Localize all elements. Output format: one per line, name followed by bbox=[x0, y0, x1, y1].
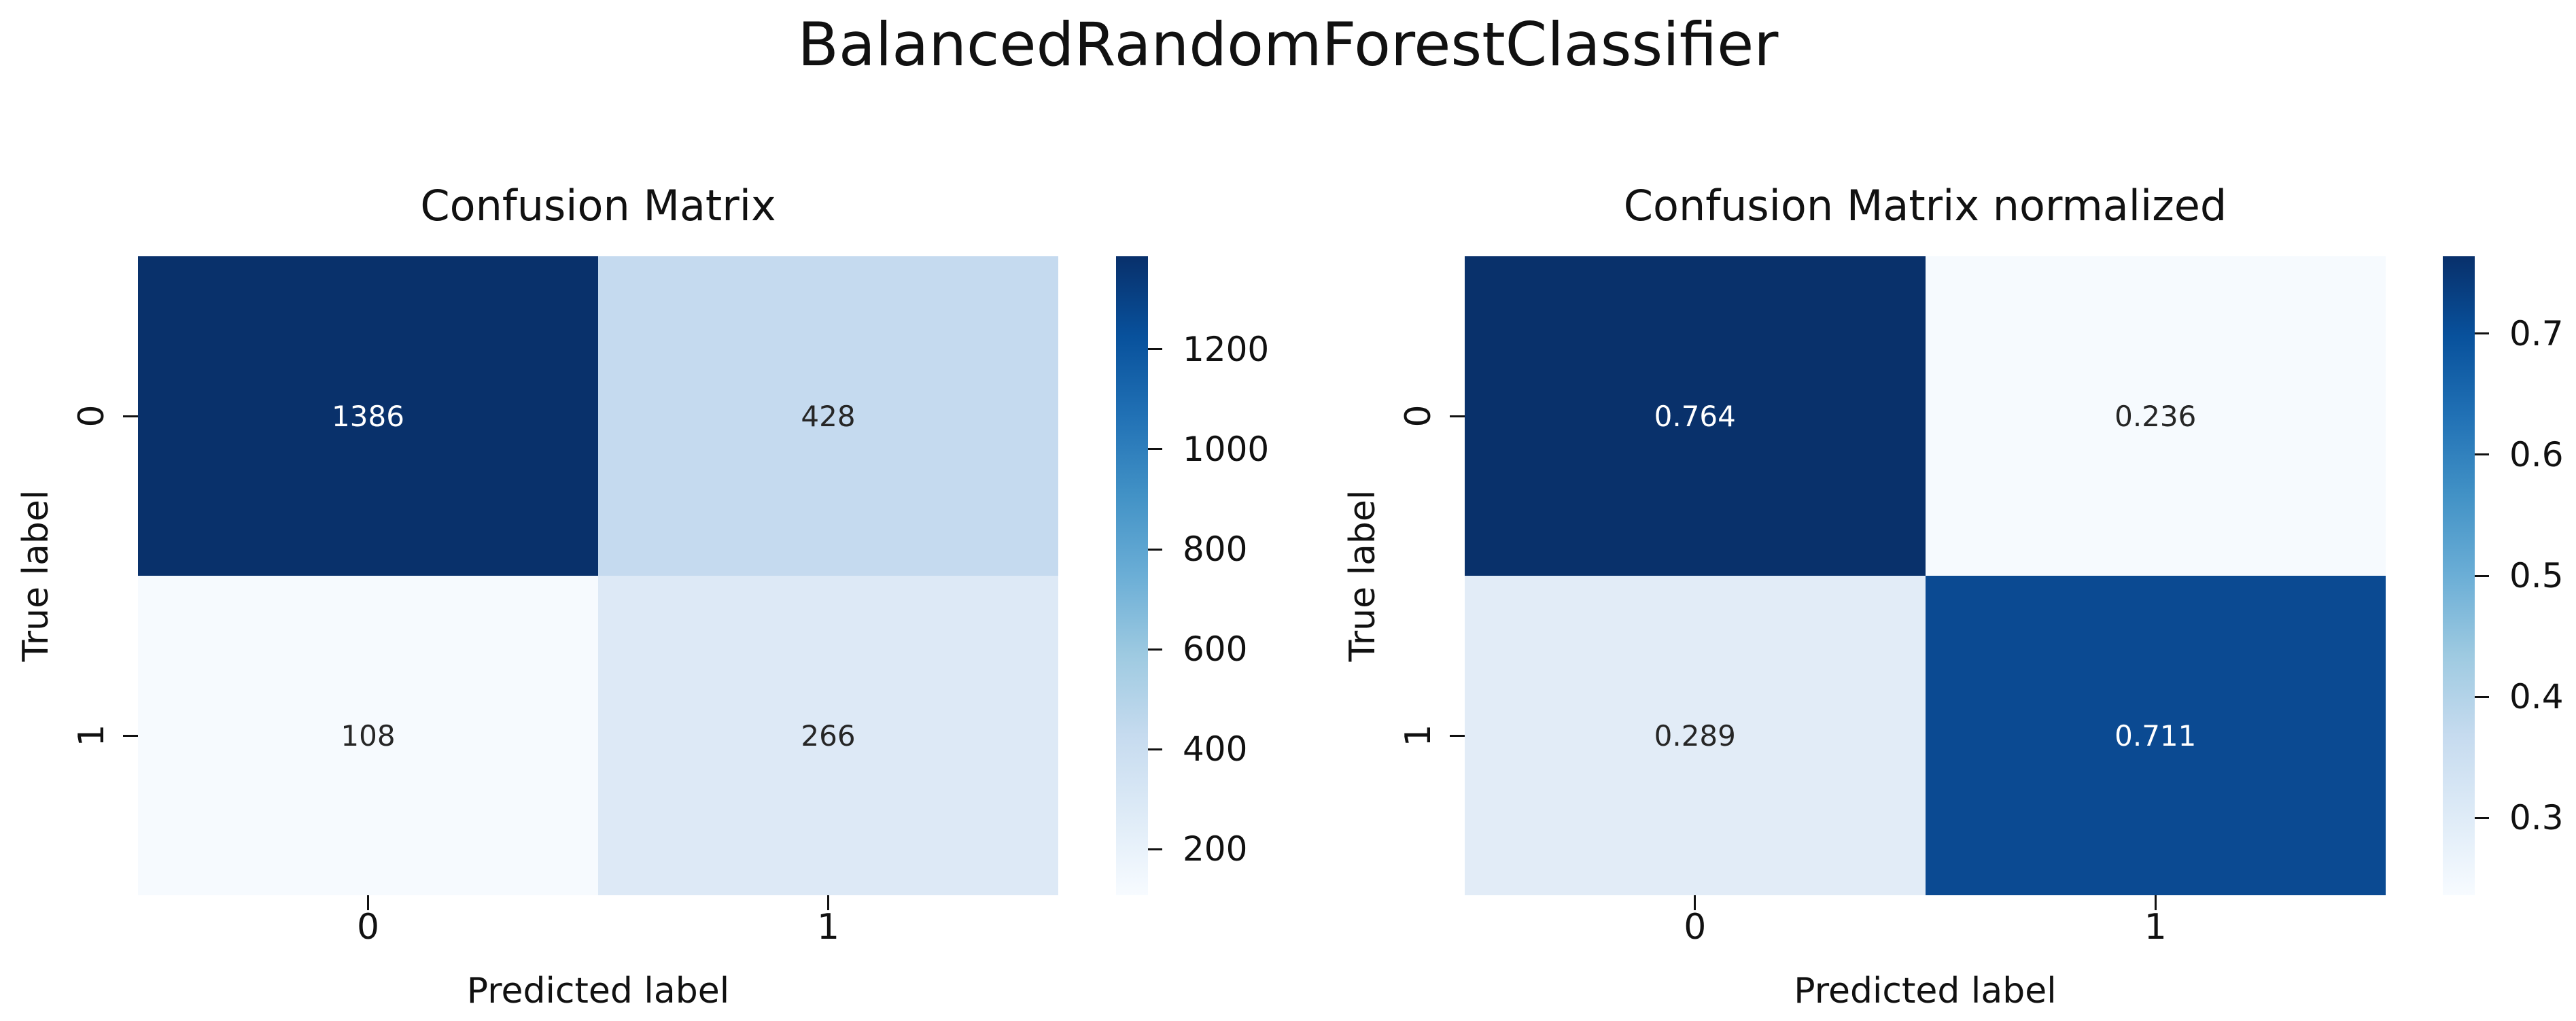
cell-value: 0.711 bbox=[2114, 719, 2197, 752]
heatmap-cell: 266 bbox=[598, 576, 1058, 895]
colorbar-tick-mark bbox=[2475, 453, 2489, 456]
colorbar-tick-label: 0.3 bbox=[2509, 798, 2564, 838]
colorbar-tick-mark bbox=[2475, 816, 2489, 819]
x-axis-label: Predicted label bbox=[466, 971, 730, 1011]
colorbar-tick-mark bbox=[2475, 332, 2489, 335]
y-axis-label: True label bbox=[1342, 489, 1383, 662]
heatmap-cell: 0.289 bbox=[1465, 576, 1926, 895]
heatmap-cell: 108 bbox=[138, 576, 598, 895]
x-tick-mark bbox=[2154, 895, 2157, 910]
y-tick-label: 0 bbox=[1398, 404, 1439, 428]
x-tick-label: 0 bbox=[356, 907, 380, 948]
x-tick-label: 0 bbox=[1684, 907, 1707, 948]
y-tick-label: 1 bbox=[1398, 724, 1439, 747]
x-tick-mark bbox=[1694, 895, 1696, 910]
heatmap-cell: 1386 bbox=[138, 256, 598, 576]
colorbar-tick-label: 200 bbox=[1183, 829, 1248, 869]
cell-value: 1386 bbox=[332, 399, 404, 433]
colorbar-tick-label: 400 bbox=[1183, 729, 1248, 769]
heatmap-cell: 0.711 bbox=[1925, 576, 2386, 895]
colorbar-tick-label: 1000 bbox=[1183, 429, 1270, 469]
colorbar-tick-mark bbox=[1148, 548, 1162, 551]
cell-value: 0.236 bbox=[2114, 399, 2197, 433]
axes-title: Confusion Matrix bbox=[420, 181, 776, 230]
y-tick-mark bbox=[1450, 415, 1465, 417]
heatmap-cell: 0.236 bbox=[1925, 256, 2386, 576]
colorbar-tick-label: 1200 bbox=[1183, 329, 1270, 369]
colorbar-tick-mark bbox=[1148, 348, 1162, 351]
cell-value: 0.289 bbox=[1654, 719, 1736, 752]
colorbar bbox=[2443, 256, 2475, 895]
heatmap-grid: 1386 428 108 266 bbox=[138, 256, 1058, 895]
heatmap-cell: 428 bbox=[598, 256, 1058, 576]
colorbar-tick-label: 0.6 bbox=[2509, 434, 2564, 474]
colorbar-tick-mark bbox=[2475, 695, 2489, 698]
y-tick-mark bbox=[123, 415, 138, 417]
colorbar-tick-label: 0.5 bbox=[2509, 556, 2564, 595]
x-axis-label: Predicted label bbox=[1794, 971, 2057, 1011]
heatmap-grid: 0.764 0.236 0.289 0.711 bbox=[1465, 256, 2386, 895]
x-tick-mark bbox=[827, 895, 829, 910]
heatmap-cell: 0.764 bbox=[1465, 256, 1926, 576]
x-tick-mark bbox=[367, 895, 369, 910]
colorbar-tick-mark bbox=[1148, 648, 1162, 651]
y-tick-mark bbox=[123, 734, 138, 737]
axes-title: Confusion Matrix normalized bbox=[1623, 181, 2227, 230]
y-tick-mark bbox=[1450, 734, 1465, 737]
colorbar-tick-label: 800 bbox=[1183, 530, 1248, 570]
cell-value: 428 bbox=[801, 399, 856, 433]
colorbar-tick-mark bbox=[1148, 748, 1162, 750]
x-tick-label: 1 bbox=[2144, 907, 2167, 948]
colorbar-tick-mark bbox=[1148, 448, 1162, 451]
colorbar-tick-label: 0.7 bbox=[2509, 313, 2564, 353]
cell-value: 108 bbox=[341, 719, 396, 752]
cell-value: 266 bbox=[801, 719, 856, 752]
colorbar-tick-mark bbox=[1148, 848, 1162, 850]
colorbar-tick-label: 0.4 bbox=[2509, 677, 2564, 717]
colorbar-tick-label: 600 bbox=[1183, 629, 1248, 670]
colorbar bbox=[1116, 256, 1148, 895]
figure-title: BalancedRandomForestClassifier bbox=[797, 10, 1779, 80]
cell-value: 0.764 bbox=[1654, 399, 1736, 433]
colorbar-tick-mark bbox=[2475, 574, 2489, 577]
x-tick-label: 1 bbox=[816, 907, 840, 948]
